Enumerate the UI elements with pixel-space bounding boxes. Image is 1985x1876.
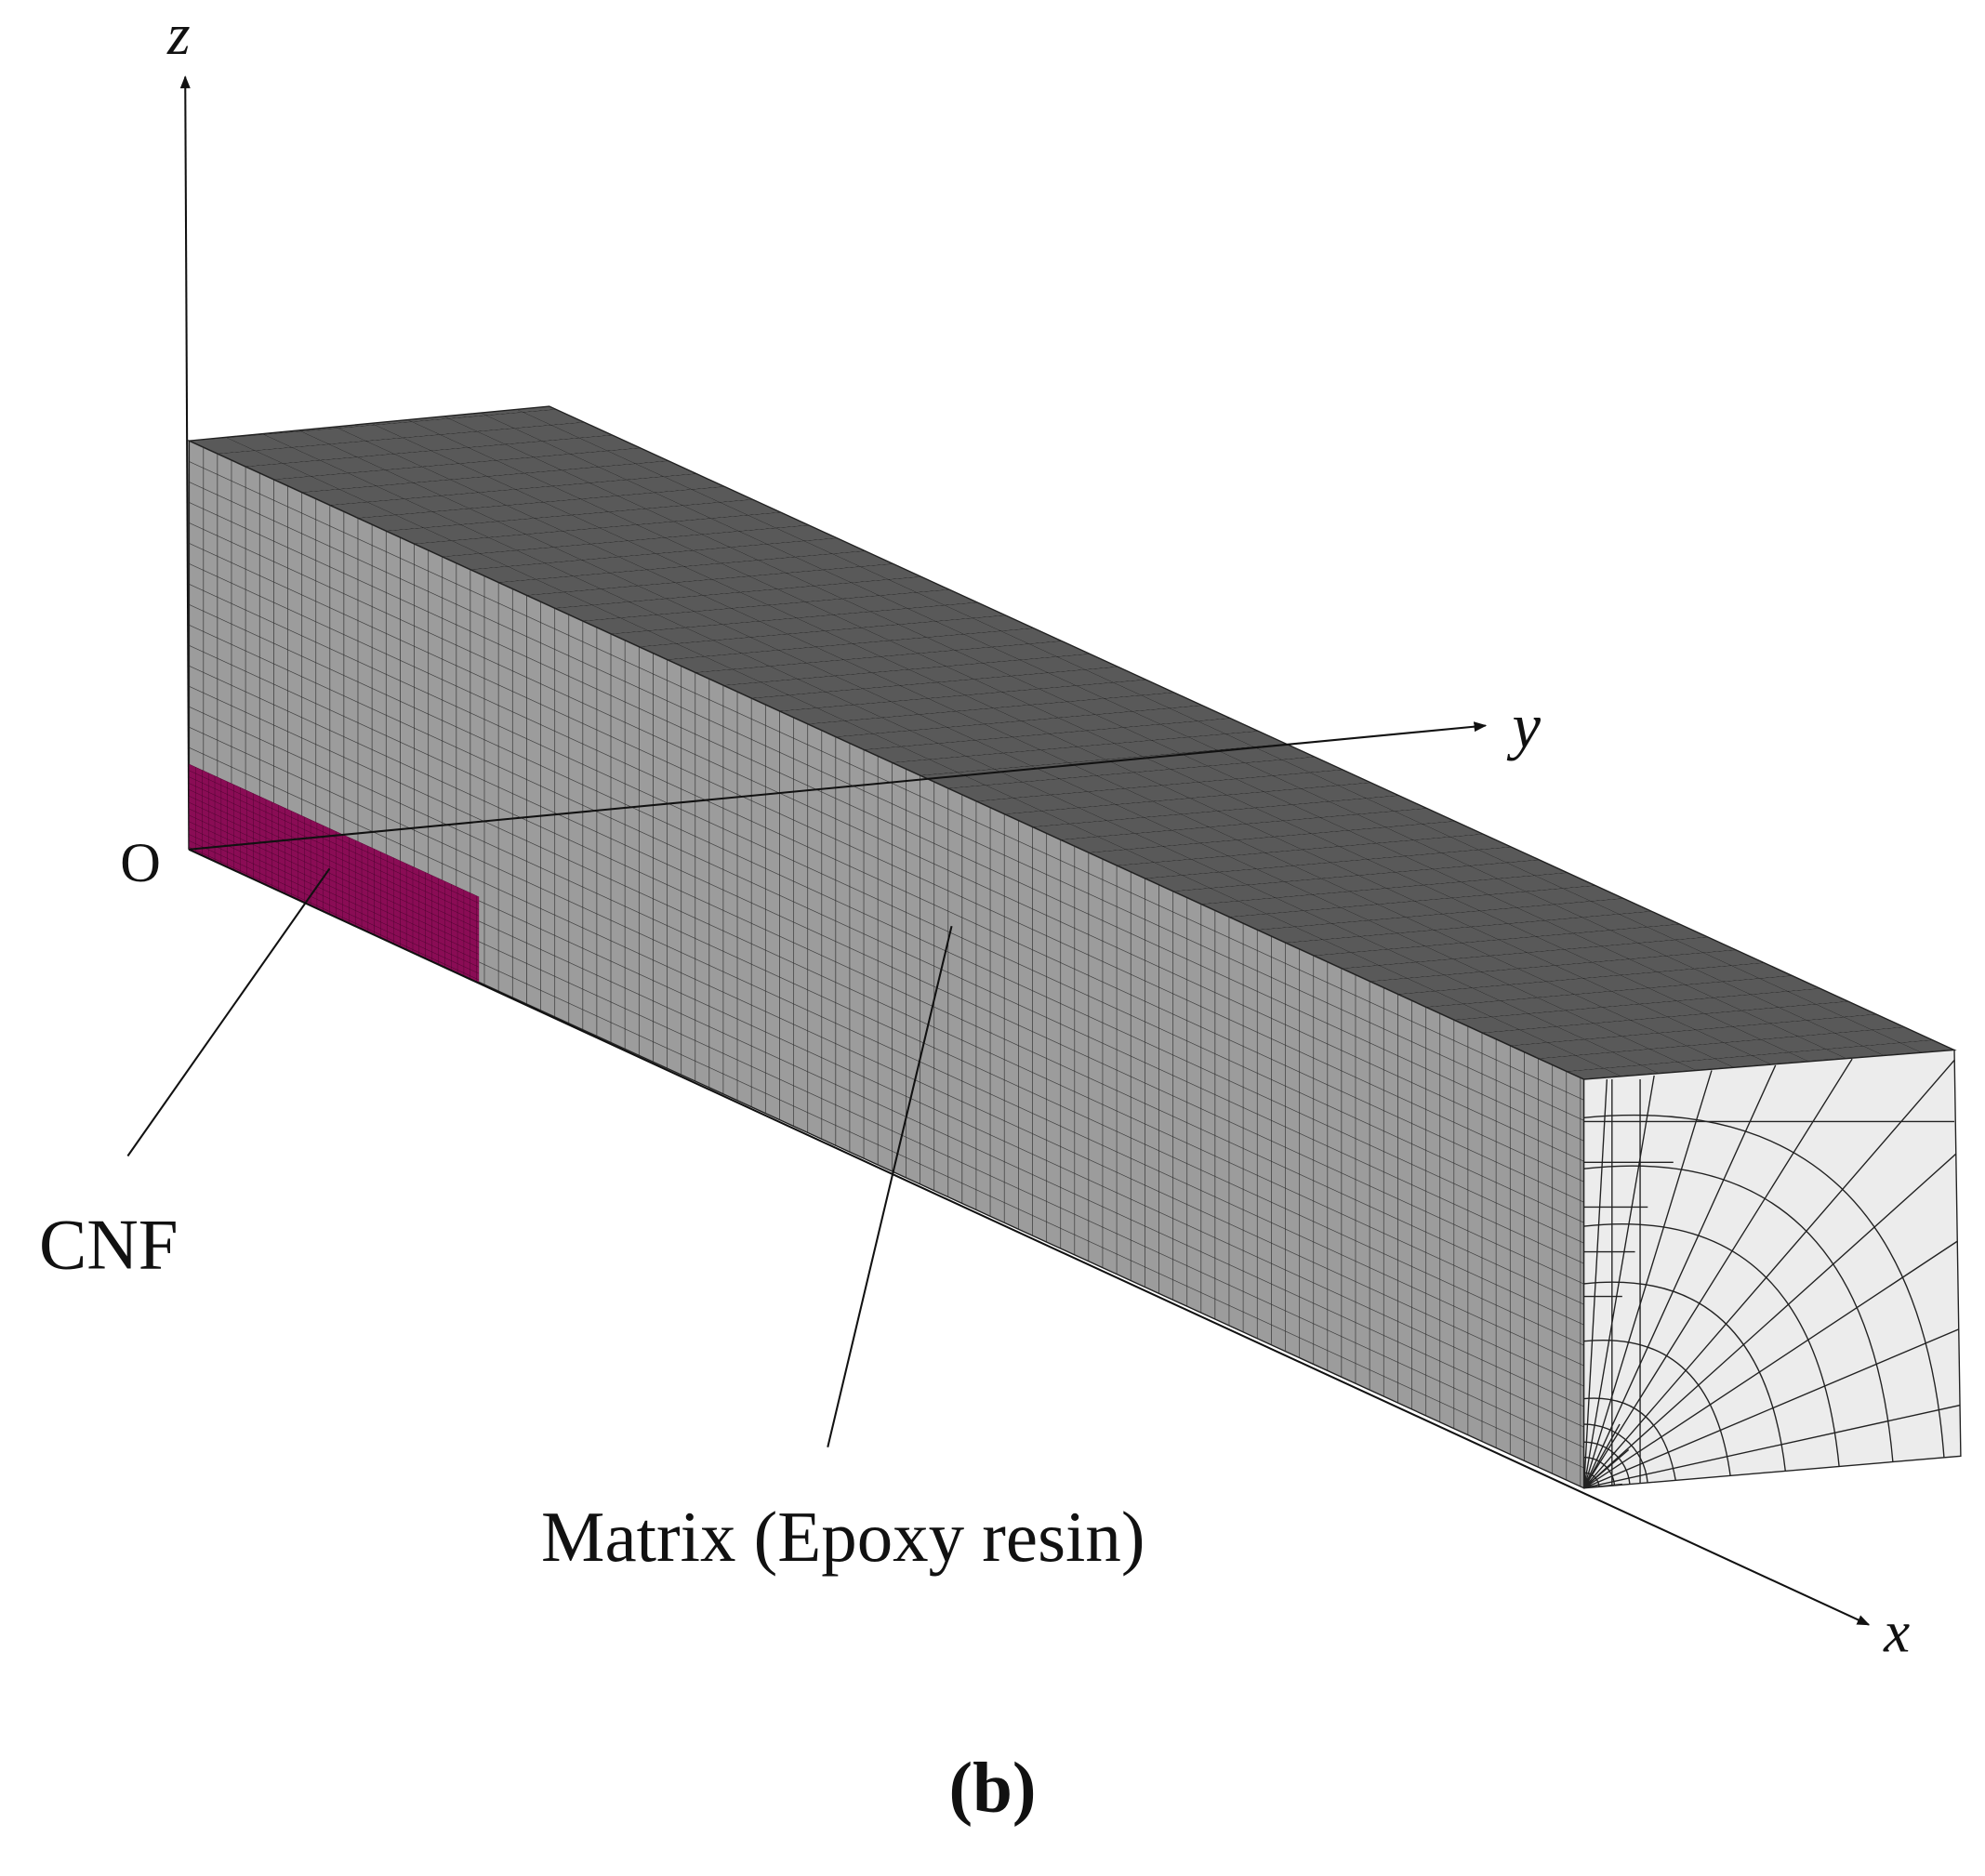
matrix-label: Matrix (Epoxy resin) [541,1497,1145,1577]
caption: (b) [948,1747,1036,1827]
cnf-region [189,763,480,983]
matrix-leader [827,925,953,1447]
x-label: x [1883,1600,1910,1665]
z-label: z [166,2,191,67]
origin-label: O [120,832,161,894]
cnf-leader [126,867,331,1157]
cnf-label: CNF [39,1204,179,1284]
end-face [1582,1049,1962,1489]
y-label: y [1507,691,1542,761]
x-axis [188,848,1871,1626]
y-axis [189,721,1488,851]
